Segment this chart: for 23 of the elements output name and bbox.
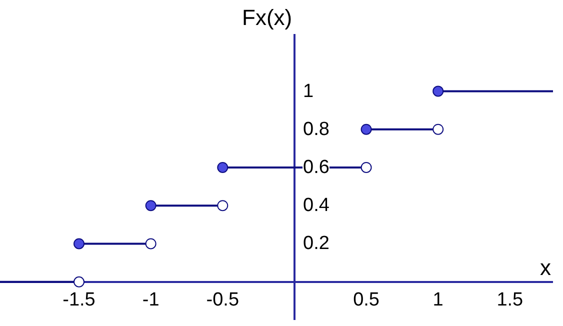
x-tick-label: 0.5 [353,290,380,311]
point [217,200,228,212]
y-tick-label: 0.4 [303,195,330,216]
y-tick-label: 0.6 [303,157,330,178]
point [432,86,444,97]
y-axis-title: Fx(x) [242,5,292,30]
y-tick-label: 1 [303,81,314,102]
point [145,200,156,212]
x-tick-label: -0.5 [206,290,240,311]
point [145,238,156,250]
point [74,276,84,288]
x-tick-label: -1 [142,290,160,311]
x-axis-title: x [540,255,551,280]
point [217,162,228,173]
point [74,238,84,250]
point [432,124,444,135]
point [360,162,372,173]
x-tick-label: -1.5 [62,290,96,311]
y-tick-label: 0.2 [303,233,330,254]
x-tick-label: 1 [432,290,444,311]
y-tick-label: 0.8 [303,119,330,140]
x-tick-label: 1.5 [496,290,524,311]
point [360,124,372,135]
